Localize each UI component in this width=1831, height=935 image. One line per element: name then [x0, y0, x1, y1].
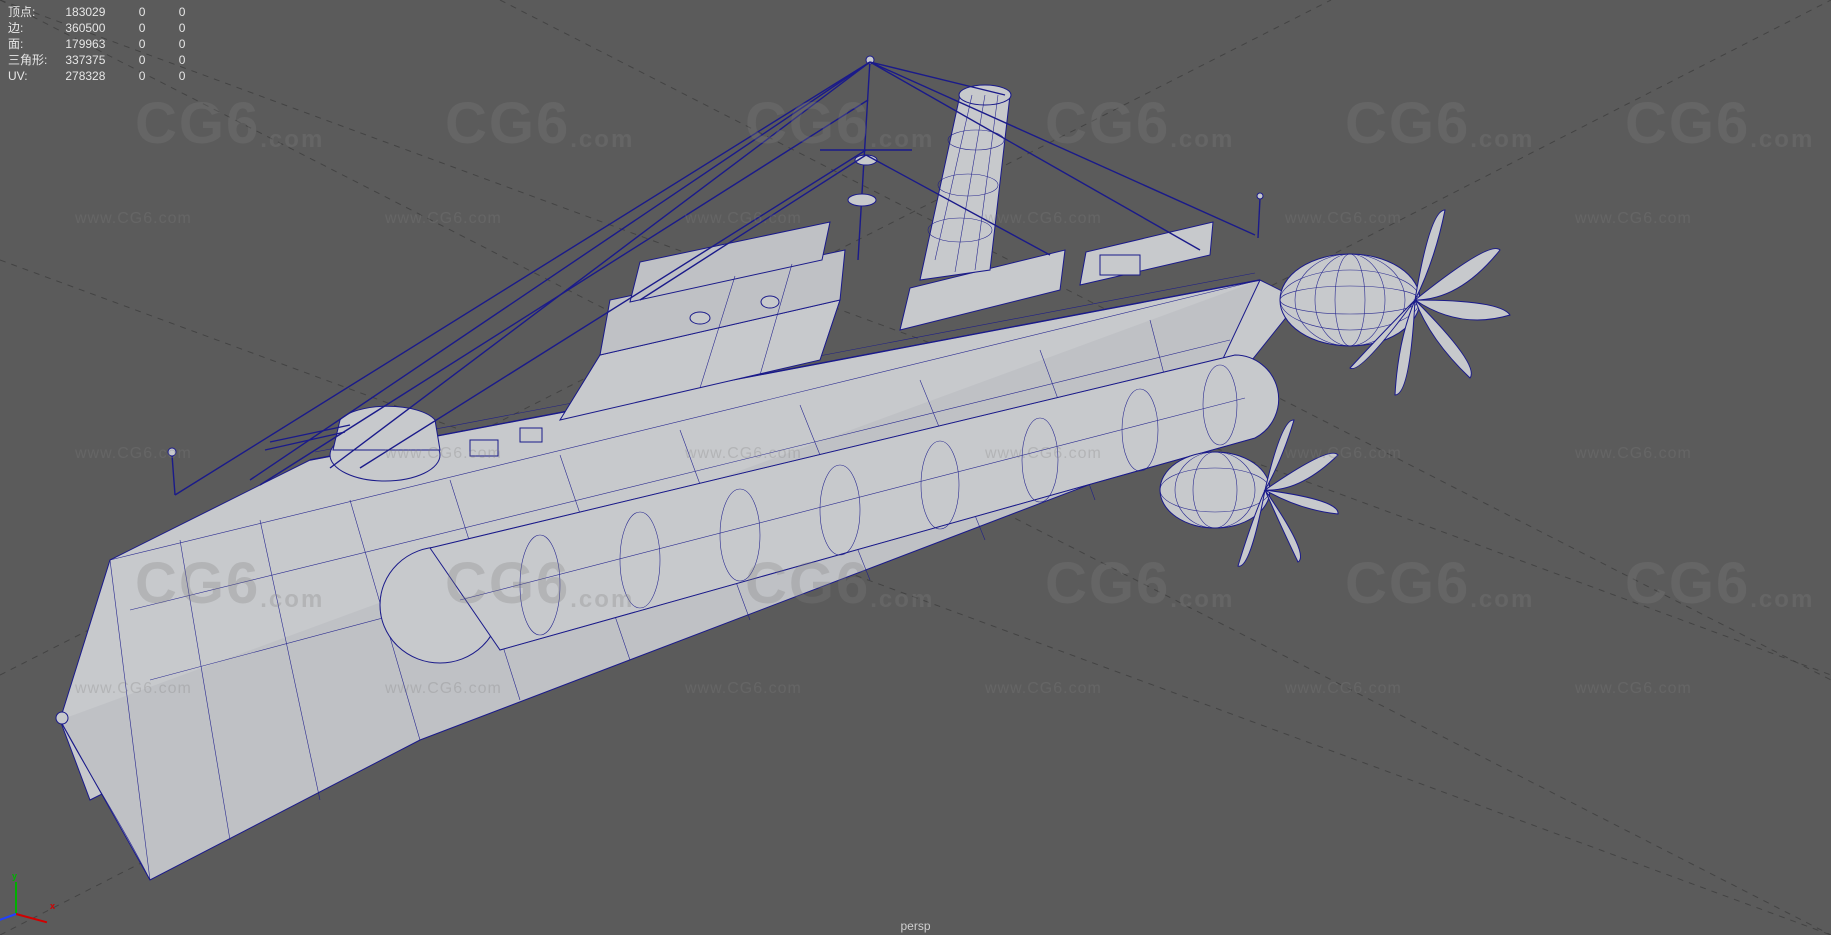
- hud-row-col2: 0: [119, 4, 159, 20]
- hud-row: 边:36050000: [8, 20, 199, 36]
- hud-row-col2: 0: [119, 36, 159, 52]
- hud-row-col3: 0: [159, 20, 199, 36]
- maya-perspective-viewport[interactable]: [0, 0, 1831, 935]
- hud-row-label: 三角形:: [8, 52, 65, 68]
- hud-row: UV:27832800: [8, 68, 199, 84]
- engine-nacelle-upper: [1280, 210, 1510, 395]
- hud-row-col1: 278328: [65, 68, 119, 84]
- hud-row: 顶点:18302900: [8, 4, 199, 20]
- ship-wireframe-model[interactable]: [0, 0, 1831, 935]
- hud-row-label: 边:: [8, 20, 65, 36]
- hud-row-label: 面:: [8, 36, 65, 52]
- hud-row-col3: 0: [159, 52, 199, 68]
- hud-row: 面:17996300: [8, 36, 199, 52]
- hud-row-col2: 0: [119, 68, 159, 84]
- hud-row-col3: 0: [159, 36, 199, 52]
- hud-row-col2: 0: [119, 52, 159, 68]
- view-axis-gizmo: x y: [4, 867, 64, 927]
- hud-row-col1: 179963: [65, 36, 119, 52]
- hud-row-col1: 337375: [65, 52, 119, 68]
- funnel: [920, 85, 1011, 280]
- hud-row-label: UV:: [8, 68, 65, 84]
- hud-row: 三角形:33737500: [8, 52, 199, 68]
- hud-row-label: 顶点:: [8, 4, 65, 20]
- hud-row-col1: 183029: [65, 4, 119, 20]
- camera-name-label: persp: [900, 919, 930, 933]
- polycount-hud: 顶点:18302900边:36050000面:17996300三角形:33737…: [8, 4, 199, 84]
- bow-light: [56, 712, 68, 724]
- hud-row-col2: 0: [119, 20, 159, 36]
- hud-row-col3: 0: [159, 4, 199, 20]
- hud-row-col3: 0: [159, 68, 199, 84]
- hud-row-col1: 360500: [65, 20, 119, 36]
